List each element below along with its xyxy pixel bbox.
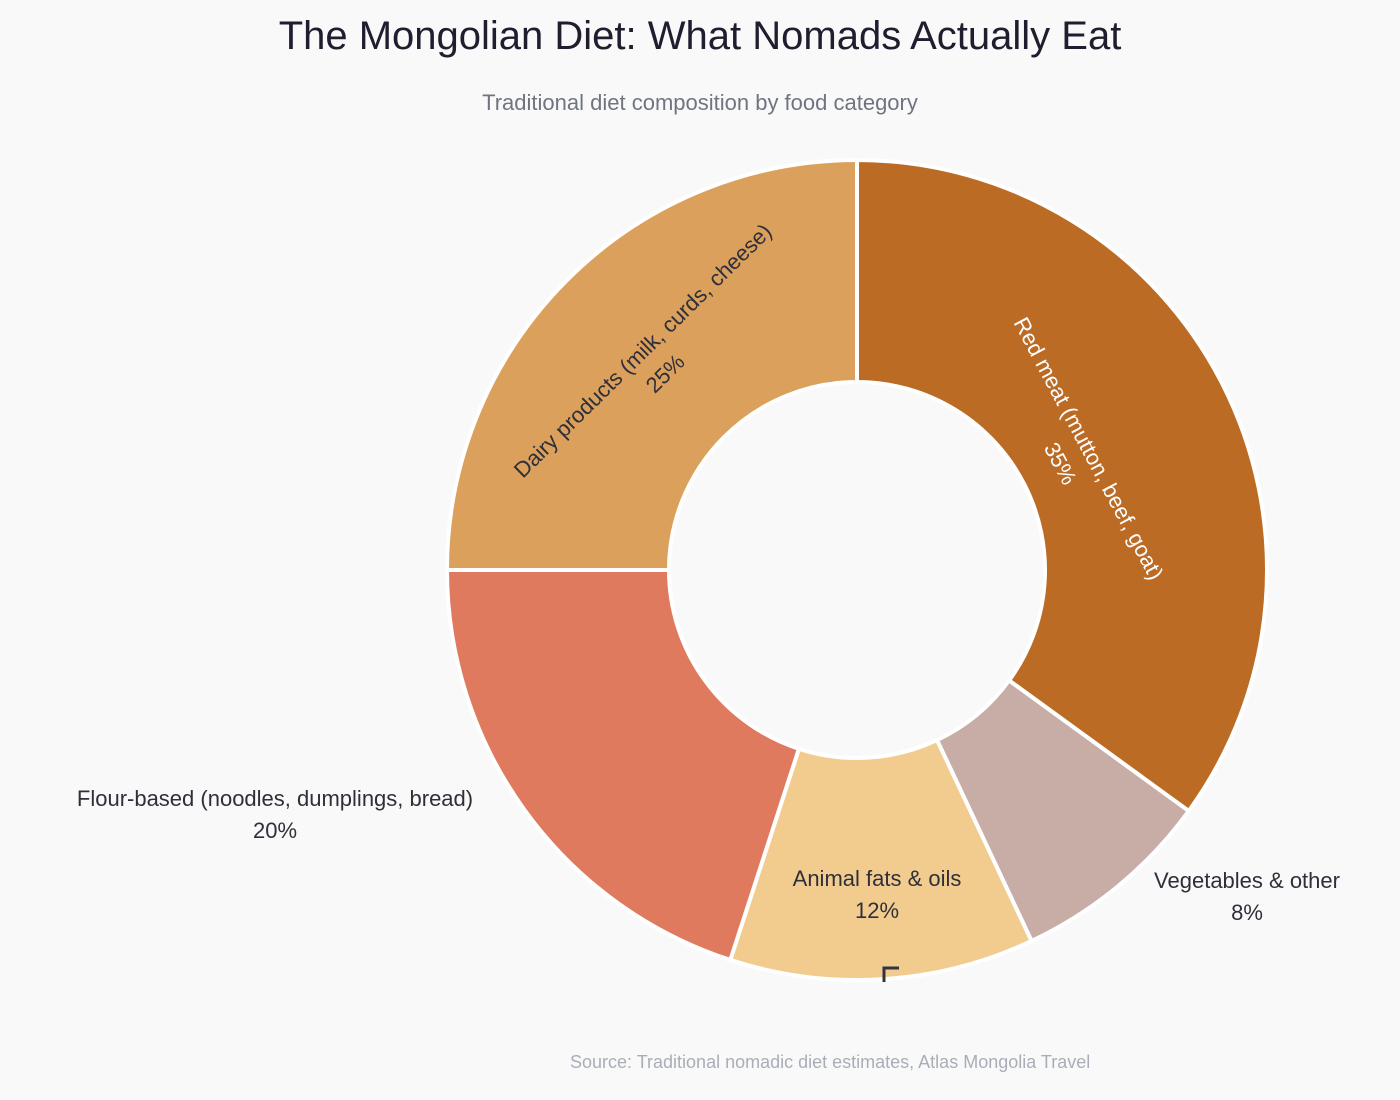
slice-percent-text: 8% <box>1231 900 1263 925</box>
chart-subtitle: Traditional diet composition by food cat… <box>482 90 918 115</box>
slice-3[interactable] <box>727 737 1035 982</box>
slice-label-text: Flour-based (noodles, dumplings, bread) <box>77 786 473 811</box>
slice-label-text: Animal fats & oils <box>793 866 962 891</box>
slice-4[interactable] <box>444 568 802 963</box>
slice-label-text: Vegetables & other <box>1154 868 1340 893</box>
slice-percent-text: 12% <box>855 898 899 923</box>
slice-percent-text: 20% <box>253 818 297 843</box>
slice-1[interactable] <box>855 157 1269 814</box>
chart-title: The Mongolian Diet: What Nomads Actually… <box>278 14 1122 58</box>
slice-label-4: Flour-based (noodles, dumplings, bread) 2… <box>77 786 473 843</box>
source-note: Source: Traditional nomadic diet estimat… <box>570 1052 1091 1072</box>
slice-label-2: Vegetables & other 8% <box>1154 868 1340 925</box>
stray-mark <box>882 966 899 982</box>
slice-5[interactable] <box>444 157 859 572</box>
slice-label-3: Animal fats & oils 12% <box>793 866 962 923</box>
